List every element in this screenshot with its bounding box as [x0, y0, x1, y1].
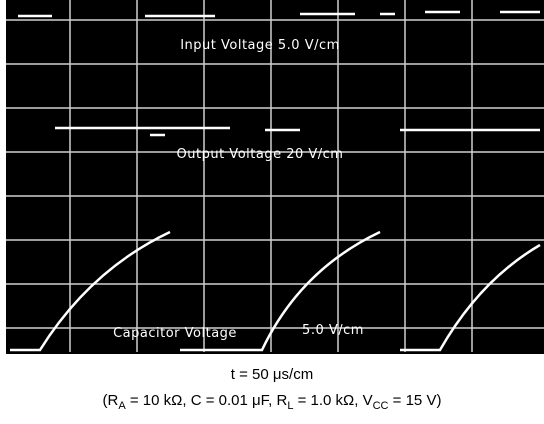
caption-part: = 1.0 kΩ, V — [293, 392, 372, 409]
caption-part: = 15 V) — [389, 392, 442, 409]
caption-part: (R — [103, 392, 119, 409]
screen — [6, 0, 544, 354]
input-label: Input Voltage 5.0 V/cm — [180, 38, 340, 53]
caption-conditions: (RA = 10 kΩ, C = 0.01 μF, RL = 1.0 kΩ, V… — [0, 392, 544, 412]
caption-subscript: A — [118, 400, 125, 412]
oscilloscope: Input Voltage 5.0 V/cm Output Voltage 20… — [0, 0, 544, 356]
caption-time: t = 50 μs/cm — [0, 366, 544, 383]
caption-part: = 10 kΩ, C = 0.01 μF, R — [126, 392, 288, 409]
capacitor-scale: 5.0 V/cm — [302, 323, 364, 338]
capacitor-label: Capacitor Voltage — [113, 326, 237, 341]
output-label: Output Voltage 20 V/cm — [177, 147, 344, 162]
page: Input Voltage 5.0 V/cm Output Voltage 20… — [0, 0, 544, 424]
caption-subscript: CC — [373, 400, 389, 412]
